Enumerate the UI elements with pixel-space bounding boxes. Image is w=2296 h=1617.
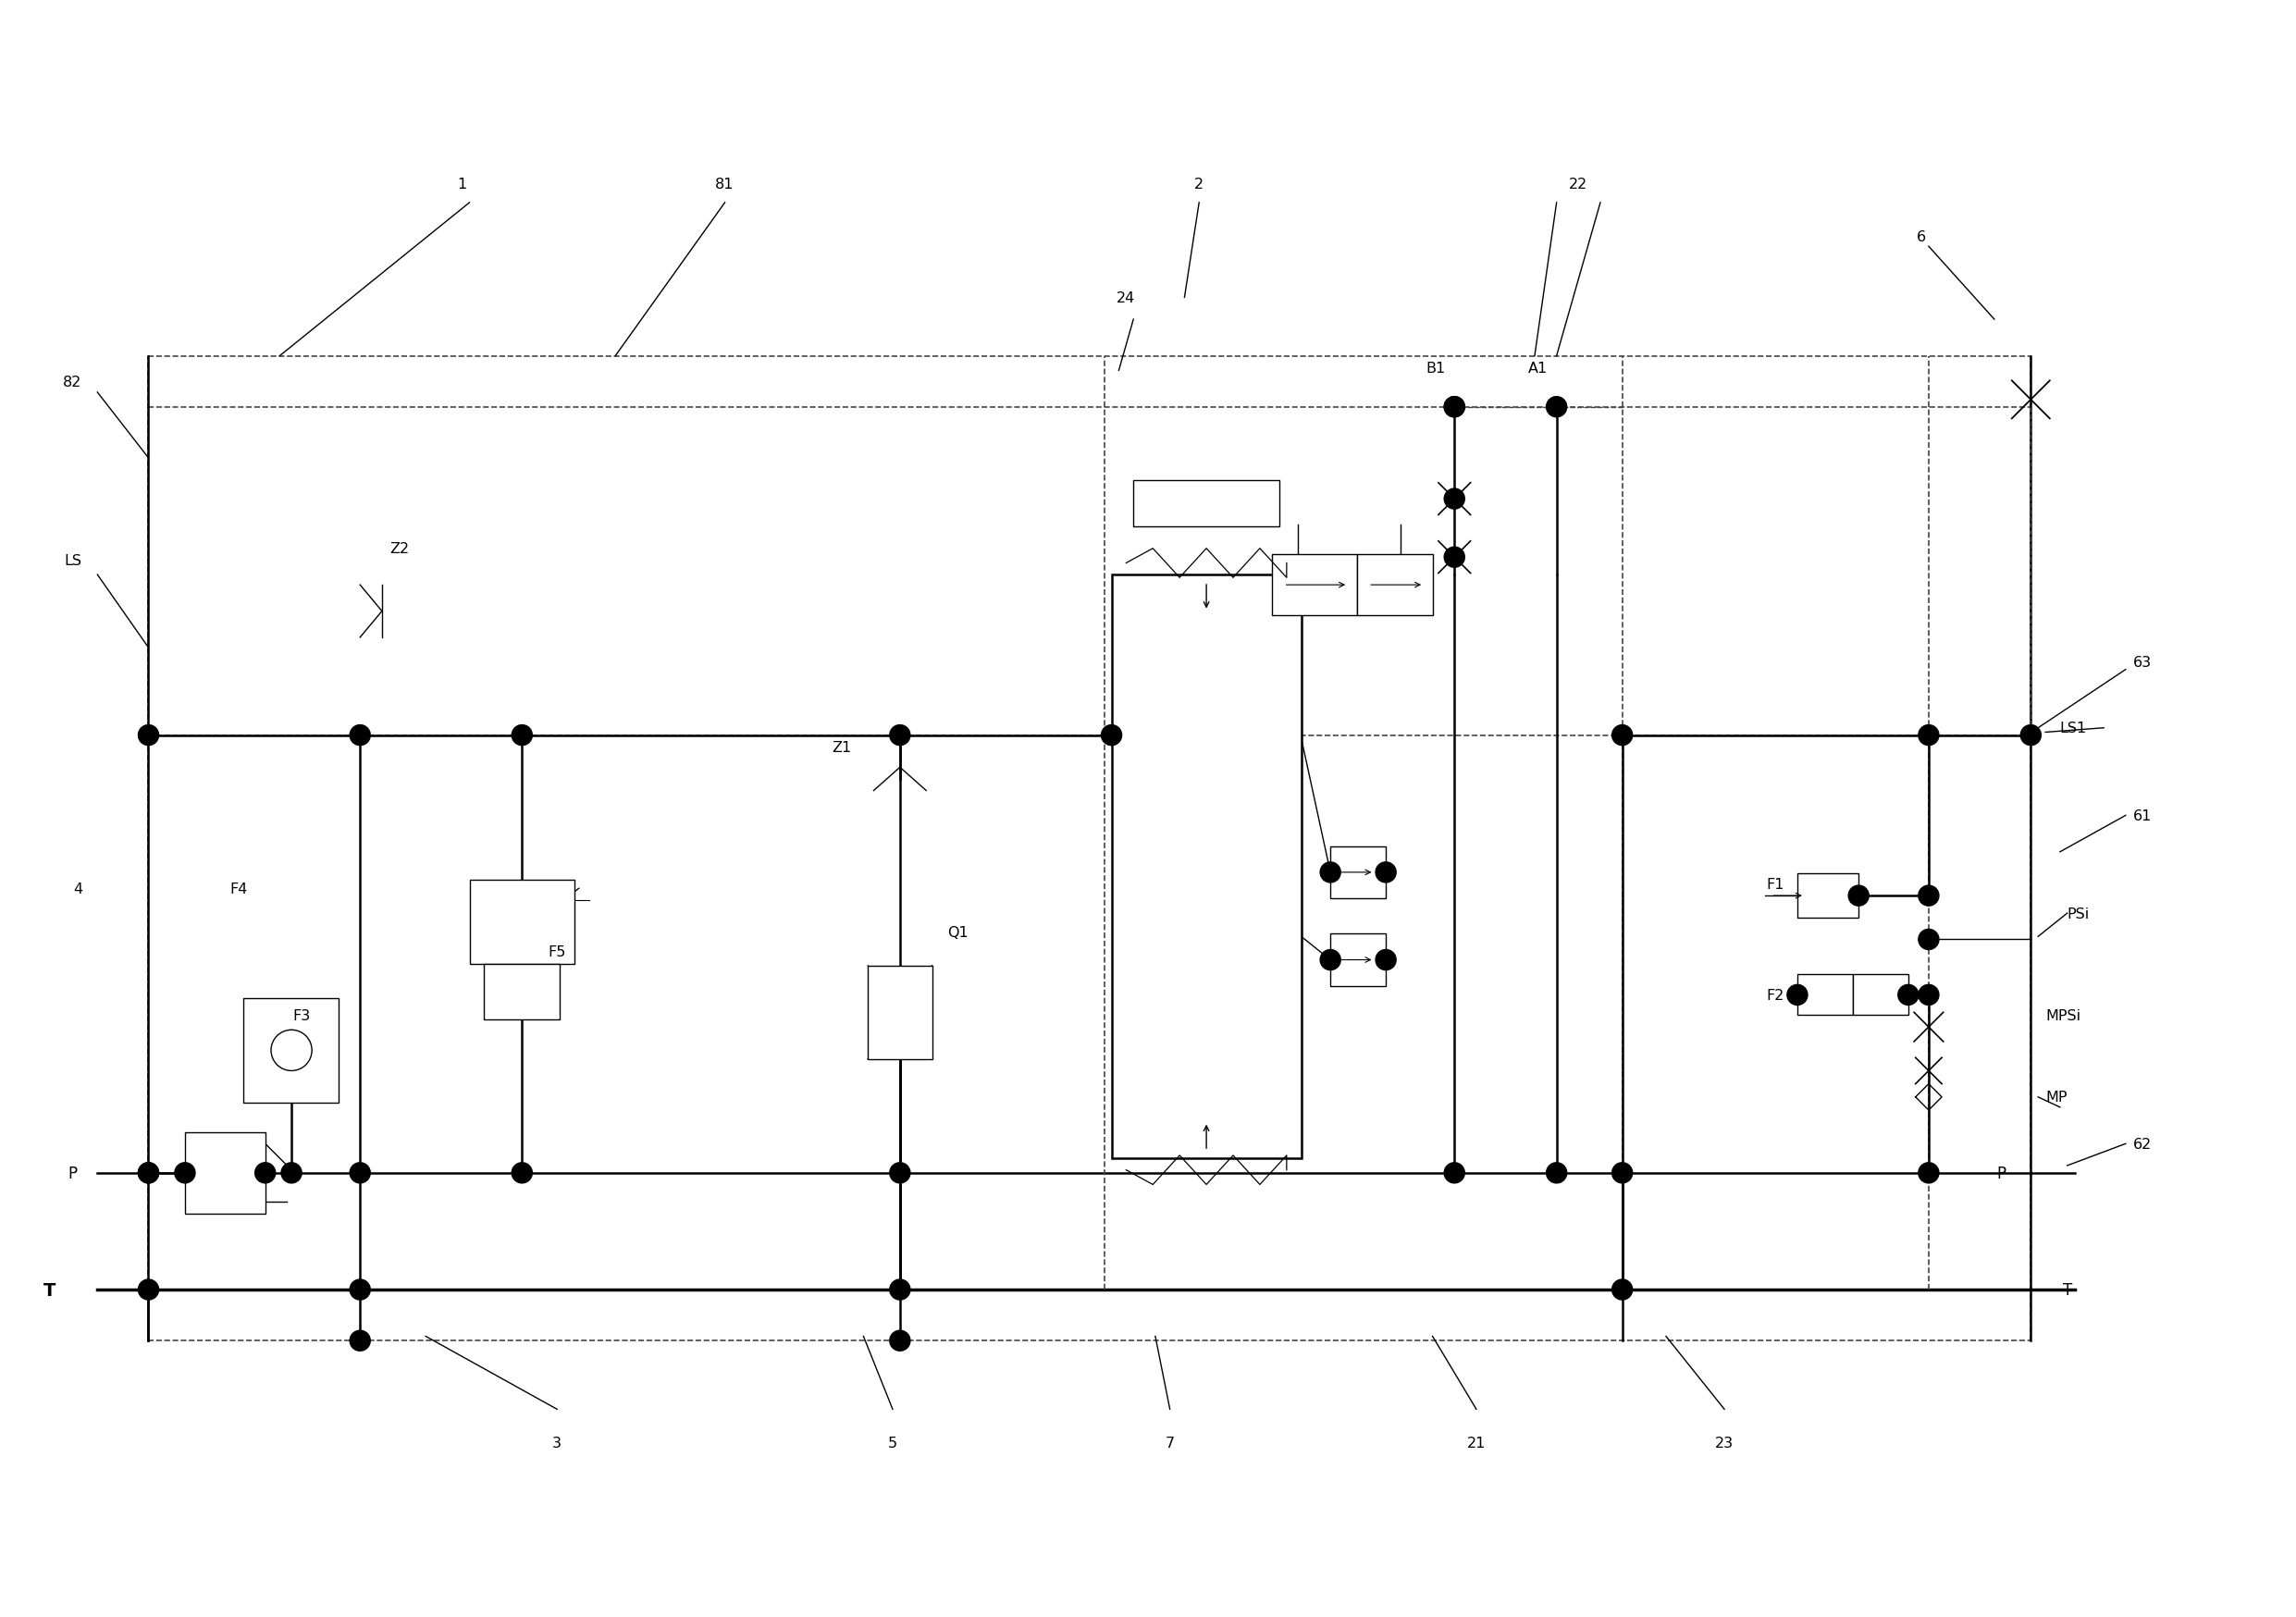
Text: 1: 1 bbox=[457, 178, 466, 191]
Circle shape bbox=[280, 1163, 301, 1184]
Circle shape bbox=[349, 1331, 370, 1350]
Bar bbox=[1798, 875, 1860, 918]
Circle shape bbox=[1612, 726, 1632, 745]
Circle shape bbox=[1919, 886, 1938, 906]
Text: 22: 22 bbox=[1568, 178, 1589, 191]
Text: P: P bbox=[1998, 1164, 2007, 1182]
Bar bbox=[1134, 480, 1279, 527]
Circle shape bbox=[1320, 949, 1341, 970]
Circle shape bbox=[349, 1279, 370, 1300]
Bar bbox=[243, 998, 338, 1103]
Text: 5: 5 bbox=[889, 1436, 898, 1450]
Text: T: T bbox=[44, 1281, 55, 1298]
Circle shape bbox=[891, 1279, 909, 1300]
Circle shape bbox=[1444, 398, 1465, 417]
Text: 6: 6 bbox=[1917, 230, 1926, 244]
Circle shape bbox=[1375, 949, 1396, 970]
Circle shape bbox=[1375, 862, 1396, 883]
Circle shape bbox=[1919, 930, 1938, 949]
Circle shape bbox=[512, 726, 533, 745]
Bar bbox=[868, 965, 932, 1059]
Text: 24: 24 bbox=[1116, 291, 1137, 306]
Text: 61: 61 bbox=[2133, 808, 2151, 823]
Circle shape bbox=[255, 1163, 276, 1184]
Bar bbox=[468, 880, 574, 965]
Text: 63: 63 bbox=[2133, 657, 2151, 669]
Circle shape bbox=[891, 1331, 909, 1350]
Circle shape bbox=[1320, 862, 1341, 883]
Circle shape bbox=[349, 726, 370, 745]
Text: F4: F4 bbox=[230, 881, 248, 896]
Text: F5: F5 bbox=[549, 944, 567, 959]
Text: A1: A1 bbox=[1527, 361, 1548, 375]
Text: 21: 21 bbox=[1467, 1436, 1486, 1450]
Bar bbox=[1798, 975, 1853, 1015]
Text: 81: 81 bbox=[716, 178, 735, 191]
Circle shape bbox=[1545, 1163, 1566, 1184]
Text: F3: F3 bbox=[294, 1009, 310, 1022]
Circle shape bbox=[349, 1163, 370, 1184]
Text: F1: F1 bbox=[1766, 878, 1784, 891]
Text: T: T bbox=[2062, 1281, 2071, 1298]
Circle shape bbox=[1848, 886, 1869, 906]
Bar bbox=[1329, 935, 1387, 986]
Text: PSi: PSi bbox=[2066, 907, 2089, 920]
Circle shape bbox=[1919, 1163, 1938, 1184]
Bar bbox=[1853, 975, 1908, 1015]
Text: Z2: Z2 bbox=[390, 542, 409, 556]
Text: 62: 62 bbox=[2133, 1137, 2151, 1151]
Circle shape bbox=[1899, 985, 1919, 1006]
Circle shape bbox=[1612, 1163, 1632, 1184]
Circle shape bbox=[512, 1163, 533, 1184]
Circle shape bbox=[138, 1279, 158, 1300]
Circle shape bbox=[138, 726, 158, 745]
Bar bbox=[1272, 555, 1357, 616]
Bar bbox=[1357, 555, 1433, 616]
Circle shape bbox=[174, 1163, 195, 1184]
Circle shape bbox=[891, 1163, 909, 1184]
Circle shape bbox=[138, 1163, 158, 1184]
Text: F2: F2 bbox=[1766, 988, 1784, 1003]
Text: Z1: Z1 bbox=[831, 741, 852, 754]
Circle shape bbox=[2020, 726, 2041, 745]
Text: 23: 23 bbox=[1715, 1436, 1733, 1450]
Circle shape bbox=[1919, 985, 1938, 1006]
Text: MP: MP bbox=[2046, 1090, 2066, 1104]
Circle shape bbox=[1919, 726, 1938, 745]
Text: 4: 4 bbox=[73, 881, 83, 896]
Circle shape bbox=[1102, 726, 1123, 745]
Text: 2: 2 bbox=[1194, 178, 1203, 191]
Bar bbox=[186, 1132, 266, 1214]
Bar bbox=[1111, 576, 1302, 1158]
Text: B1: B1 bbox=[1426, 361, 1444, 375]
Circle shape bbox=[1545, 398, 1566, 417]
Circle shape bbox=[138, 1163, 158, 1184]
Text: Q1: Q1 bbox=[948, 925, 969, 939]
Bar bbox=[1329, 846, 1387, 899]
Text: P: P bbox=[69, 1164, 78, 1182]
Text: LS: LS bbox=[64, 553, 80, 568]
Text: MPSi: MPSi bbox=[2046, 1009, 2080, 1022]
Bar bbox=[484, 965, 560, 1020]
Circle shape bbox=[1444, 1163, 1465, 1184]
Text: 3: 3 bbox=[553, 1436, 563, 1450]
Circle shape bbox=[891, 726, 909, 745]
Text: 7: 7 bbox=[1164, 1436, 1176, 1450]
Text: LS1: LS1 bbox=[2060, 721, 2087, 736]
Circle shape bbox=[1786, 985, 1807, 1006]
Circle shape bbox=[1444, 488, 1465, 509]
Text: 82: 82 bbox=[64, 375, 83, 390]
Circle shape bbox=[1612, 1279, 1632, 1300]
Circle shape bbox=[1444, 398, 1465, 417]
Circle shape bbox=[1444, 548, 1465, 568]
